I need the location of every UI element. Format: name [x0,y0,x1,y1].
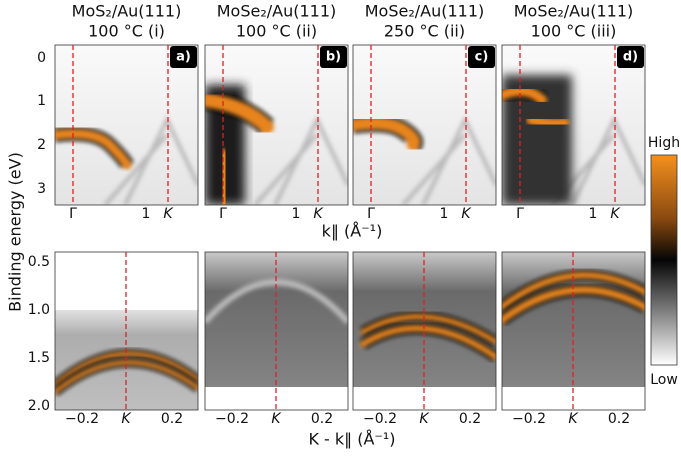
top-panel [205,45,348,205]
panel-frame [54,44,199,206]
bottom-panel [353,252,496,410]
top-x-axis-label: k‖ (Å⁻¹) [322,222,383,241]
x-tick-label: K [163,206,174,222]
y-tick-label: 0 [37,50,46,66]
panel-subtitle: 100 °C (i) [88,22,165,41]
band [55,129,132,170]
band [526,114,570,130]
panel-frame [501,44,646,206]
x-tick-label: 0.2 [459,411,481,427]
bottom-panel [502,252,645,410]
x-tick-label: −0.2 [363,411,397,427]
y-tick-label: 0.5 [28,254,50,270]
band [353,117,421,151]
band [55,351,198,387]
panel-label: a) [176,50,191,65]
x-tick-label: −0.2 [215,411,249,427]
x-tick-label: 1 [589,206,598,222]
panel-subtitle: 100 °C (iii) [531,22,617,41]
panel-subtitle: 100 °C (ii) [236,22,317,41]
band [55,360,198,394]
x-tick-label: Γ [367,206,375,222]
label-bg [320,46,347,68]
x-tick-label: 0.2 [311,411,333,427]
label-bg [617,46,644,68]
panel-title: MoSe₂/Au(111) [217,2,337,21]
x-tick-label: Γ [516,206,524,222]
bottom-panel [55,252,198,410]
y-tick-label: 2 [37,137,46,153]
panel-frame [352,44,497,206]
top-panel [502,45,645,205]
y-tick-label: 1.5 [28,350,50,366]
x-tick-label: 1 [292,206,301,222]
x-tick-label: −0.2 [512,411,546,427]
colorbar-low: Low [650,372,678,388]
x-tick-label: K [610,206,621,222]
panel-subtitle: 250 °C (ii) [384,22,465,41]
dispersion [103,115,198,205]
x-tick-label: K [419,411,430,427]
panel-title: MoS₂/Au(111) [72,2,182,21]
band [502,272,645,310]
x-tick-label: Γ [69,206,77,222]
x-tick-label: 1 [440,206,449,222]
band [360,314,496,345]
panel-title: MoSe₂/Au(111) [365,2,485,21]
band [217,149,231,205]
panel-label: d) [623,50,638,65]
dispersion [205,279,348,325]
x-tick-label: K [313,206,324,222]
bottom-x-axis-label: K - k‖ (Å⁻¹) [308,430,395,449]
y-axis-label: Binding energy (eV) [6,152,25,312]
colorbar [650,154,678,366]
panel-bg [205,252,348,410]
x-tick-label: Γ [219,206,227,222]
bottom-panel [205,252,348,410]
panel-frame [204,44,349,206]
x-tick-label: K [271,411,282,427]
x-tick-label: K [568,411,579,427]
x-tick-label: K [121,411,132,427]
colorbar-high: High [648,135,680,151]
panel-label: c) [475,50,489,65]
panel-title: MoSe₂/Au(111) [514,2,634,21]
band [502,86,547,105]
x-tick-label: K [461,206,472,222]
x-tick-label: 0.2 [161,411,183,427]
y-tick-label: 1 [37,93,46,109]
x-tick-label: 1 [142,206,151,222]
band [502,286,645,324]
label-bg [468,46,495,68]
dispersion [401,115,496,205]
panel-label: b) [326,50,341,65]
x-tick-label: −0.2 [65,411,99,427]
top-panel [55,45,198,205]
label-bg [170,46,197,68]
top-panel [353,45,496,205]
y-tick-label: 1.0 [28,302,50,318]
band [205,93,274,134]
dispersion [253,115,348,205]
y-tick-label: 2.0 [28,398,50,414]
x-tick-label: 0.2 [608,411,630,427]
band [360,325,496,360]
y-tick-label: 3 [37,181,46,197]
